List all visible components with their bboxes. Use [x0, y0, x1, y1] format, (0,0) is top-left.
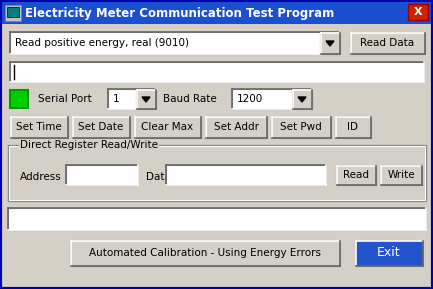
- Bar: [292, 89, 312, 109]
- Text: X: X: [414, 7, 422, 17]
- Bar: [232, 89, 312, 109]
- Text: Write: Write: [387, 170, 415, 180]
- Polygon shape: [326, 41, 334, 46]
- Text: Electricity Meter Communication Test Program: Electricity Meter Communication Test Pro…: [25, 6, 334, 19]
- Text: Set Date: Set Date: [78, 122, 124, 132]
- Text: Set Pwd: Set Pwd: [280, 122, 322, 132]
- Text: Automated Calibration - Using Energy Errors: Automated Calibration - Using Energy Err…: [89, 248, 321, 258]
- Text: ID: ID: [348, 122, 359, 132]
- Bar: [335, 116, 371, 138]
- Bar: [8, 145, 426, 201]
- Text: Set Addr: Set Addr: [213, 122, 259, 132]
- Bar: [10, 32, 340, 54]
- Bar: [108, 89, 156, 109]
- Text: Read positive energy, real (9010): Read positive energy, real (9010): [15, 38, 189, 48]
- Bar: [70, 240, 340, 266]
- Bar: [66, 165, 138, 185]
- Bar: [355, 240, 423, 266]
- Text: 1200: 1200: [237, 94, 263, 104]
- Text: Read Data: Read Data: [360, 38, 414, 48]
- Bar: [380, 165, 422, 185]
- Polygon shape: [298, 97, 306, 102]
- Polygon shape: [142, 97, 150, 102]
- Text: Exit: Exit: [377, 247, 401, 260]
- Bar: [166, 165, 326, 185]
- Bar: [2, 2, 431, 24]
- Bar: [7, 7, 19, 17]
- Text: Clear Max: Clear Max: [142, 122, 194, 132]
- Bar: [408, 4, 428, 20]
- Bar: [350, 32, 425, 54]
- Bar: [320, 32, 340, 54]
- Text: Baud Rate: Baud Rate: [163, 94, 217, 104]
- Bar: [10, 116, 68, 138]
- Text: Address: Address: [20, 172, 62, 182]
- Text: Serial Port: Serial Port: [38, 94, 92, 104]
- Text: Set Time: Set Time: [16, 122, 62, 132]
- Bar: [10, 62, 424, 82]
- Bar: [271, 116, 331, 138]
- Bar: [10, 90, 28, 108]
- Bar: [8, 208, 426, 230]
- Bar: [9, 146, 425, 200]
- Text: 1: 1: [113, 94, 120, 104]
- Text: Direct Register Read/Write: Direct Register Read/Write: [20, 140, 158, 150]
- Bar: [134, 116, 201, 138]
- Text: Read: Read: [343, 170, 369, 180]
- Bar: [336, 165, 376, 185]
- Bar: [72, 116, 130, 138]
- Bar: [5, 5, 21, 21]
- Bar: [136, 89, 156, 109]
- Bar: [205, 116, 267, 138]
- Text: Data: Data: [146, 172, 171, 182]
